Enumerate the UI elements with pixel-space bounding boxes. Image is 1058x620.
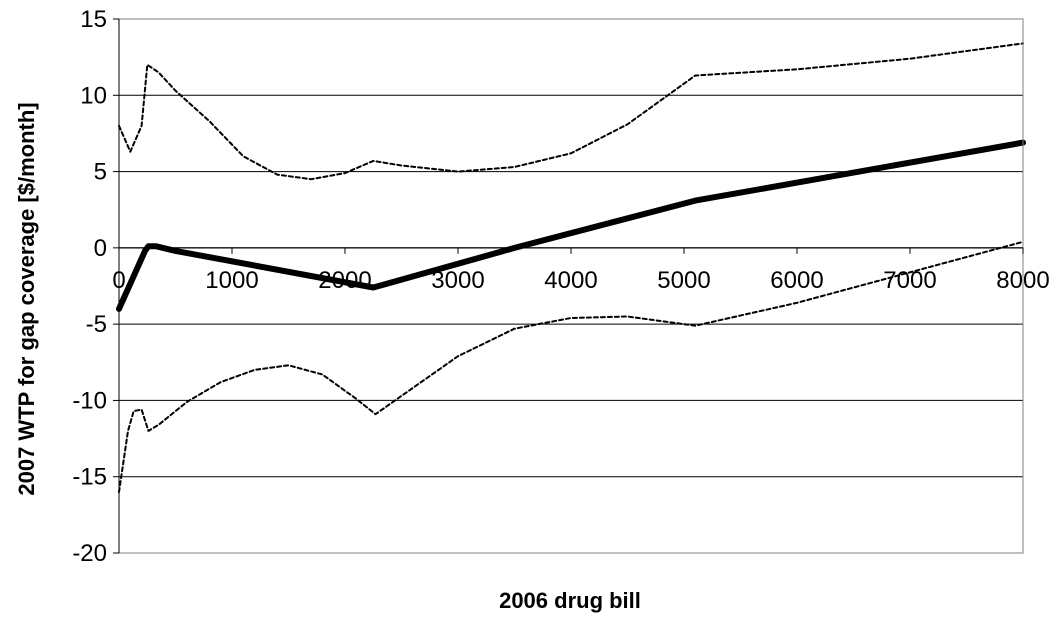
x-tick-label: 1000 <box>205 267 258 294</box>
series-layer <box>116 42 1026 493</box>
x-tick-label: 4000 <box>544 267 597 294</box>
x-tick-label: 8000 <box>996 267 1049 294</box>
x-tick-label: 7000 <box>883 267 936 294</box>
x-axis-title: 2006 drug bill <box>499 588 641 613</box>
y-axis-title: 2007 WTP for gap coverage [$/month] <box>14 102 39 495</box>
axes <box>113 18 1024 554</box>
x-tick-label: 0 <box>112 267 125 294</box>
y-tick-label: -15 <box>72 464 107 491</box>
x-tick-label: 2000 <box>318 267 371 294</box>
y-tick-label: 10 <box>80 82 107 109</box>
y-tick-label: -20 <box>72 540 107 567</box>
y-tick-label: 0 <box>94 235 107 262</box>
series-line-dotted-lower <box>118 240 1024 493</box>
y-tick-label: 5 <box>94 159 107 186</box>
x-tick-label: 5000 <box>657 267 710 294</box>
y-tick-label: -10 <box>72 387 107 414</box>
series-line-solid-thick <box>116 139 1026 312</box>
y-tick-label: 15 <box>80 6 107 33</box>
x-tick-label: 3000 <box>431 267 484 294</box>
y-tick-label: -5 <box>86 311 107 338</box>
series-line-dotted-upper <box>118 42 1024 181</box>
x-tick-label: 6000 <box>770 267 823 294</box>
